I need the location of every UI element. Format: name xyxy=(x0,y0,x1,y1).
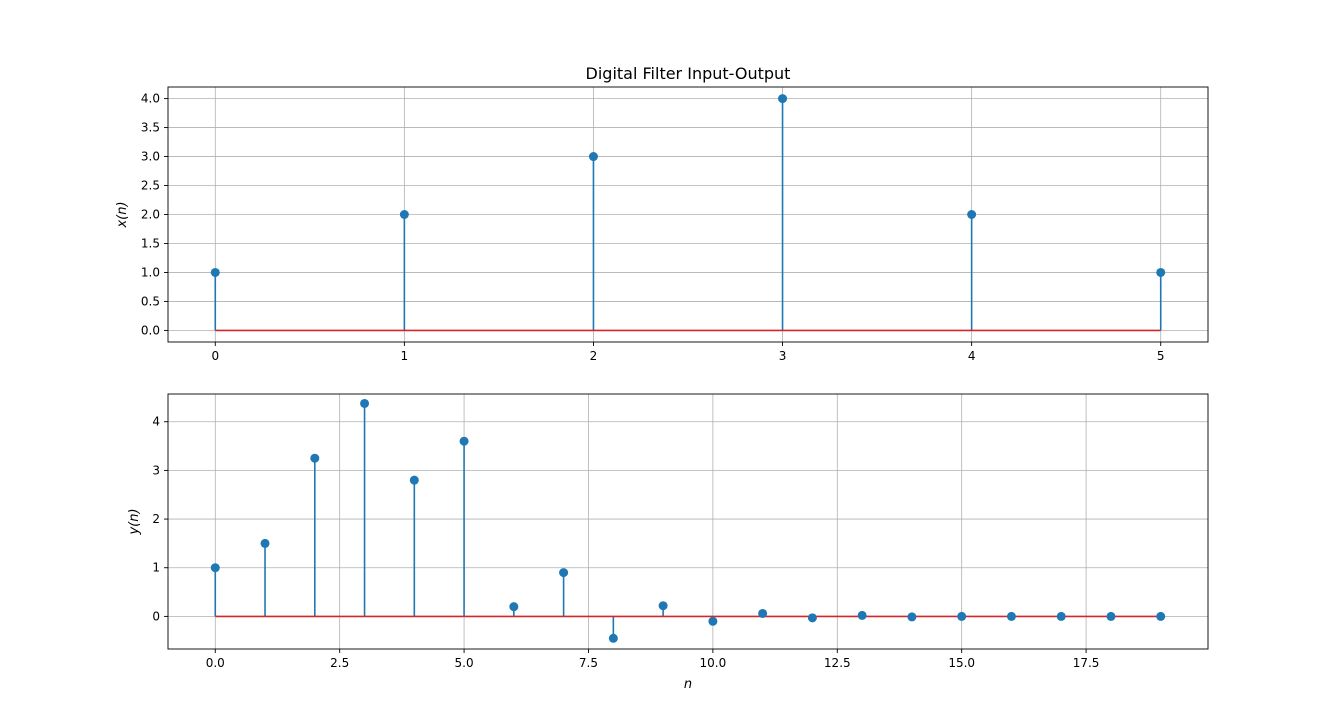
x-tick-label: 4 xyxy=(968,349,976,363)
stem-marker xyxy=(1056,611,1066,621)
stem-marker xyxy=(260,538,270,548)
stem-marker xyxy=(857,610,867,620)
y-tick-label: 0.0 xyxy=(141,323,160,337)
axes-frame xyxy=(167,393,1209,650)
y-tick-label: 1 xyxy=(152,561,160,575)
x-axis-label: n xyxy=(684,677,692,692)
y-tick-label: 4 xyxy=(152,415,160,429)
y-tick-label: 1.0 xyxy=(141,265,160,279)
y-tick-label: 2.0 xyxy=(141,208,160,222)
stem-marker xyxy=(459,436,469,446)
stem-marker xyxy=(957,611,967,621)
x-tick-label: 5 xyxy=(1157,349,1165,363)
stem-marker xyxy=(210,267,220,277)
x-tick-label: 5.0 xyxy=(455,656,474,670)
stem-marker xyxy=(608,633,618,643)
y-tick-label: 2.5 xyxy=(141,179,160,193)
stem-marker xyxy=(360,398,370,408)
x-tick-label: 2.5 xyxy=(330,656,349,670)
x-tick-label: 17.5 xyxy=(1073,656,1100,670)
y-tick-label: 3 xyxy=(152,463,160,477)
stem-marker xyxy=(708,616,718,626)
x-tick-label: 15.0 xyxy=(948,656,975,670)
x-tick-label: 3 xyxy=(779,349,787,363)
stem-marker xyxy=(907,612,917,622)
stem-marker xyxy=(778,94,788,104)
y-axis-label: x(n) xyxy=(115,201,130,228)
stem-marker xyxy=(967,210,977,219)
x-tick-label: 10.0 xyxy=(700,656,727,670)
x-tick-label: 7.5 xyxy=(579,656,598,670)
y-tick-label: 0.5 xyxy=(141,294,160,308)
y-tick-label: 3.0 xyxy=(141,150,160,164)
stem-marker xyxy=(559,568,569,578)
stem-marker xyxy=(409,475,419,485)
y-tick-label: 4.0 xyxy=(141,92,160,106)
y-tick-label: 0 xyxy=(152,609,160,623)
stem-marker xyxy=(210,563,220,573)
stem-marker xyxy=(658,601,668,611)
y-tick-label: 2 xyxy=(152,512,160,526)
stem-marker xyxy=(1156,611,1166,621)
x-tick-label: 0 xyxy=(211,349,219,363)
stem-marker xyxy=(1006,611,1016,621)
x-tick-label: 0.0 xyxy=(206,656,225,670)
stem-marker xyxy=(1156,267,1166,277)
x-tick-label: 1 xyxy=(401,349,409,363)
x-tick-label: 2 xyxy=(590,349,598,363)
output-plot: 0.0 2.5 5.0 7.5 10.0 12.5 15.0 17.5 0 1 2 3 4 y(n) n xyxy=(127,393,1209,692)
input-plot: 0 1 2 3 4 5 0.0 0.5 1.0 1.5 2.0 2.5 3.0 3.5 4.0 Digital… xyxy=(115,64,1209,363)
stem-marker xyxy=(509,602,519,612)
stem-marker xyxy=(310,453,320,463)
stem-marker xyxy=(807,613,817,623)
chart-title: Digital Filter Input-Output xyxy=(586,64,791,83)
x-tick-label: 12.5 xyxy=(824,656,851,670)
stem-marker xyxy=(588,152,598,162)
y-tick-label: 3.5 xyxy=(141,121,160,135)
y-tick-label: 1.5 xyxy=(141,236,160,250)
stem-marker xyxy=(399,210,409,219)
stem-marker xyxy=(1106,611,1116,621)
stem-marker xyxy=(758,608,768,618)
y-axis-label: y(n) xyxy=(127,508,142,535)
